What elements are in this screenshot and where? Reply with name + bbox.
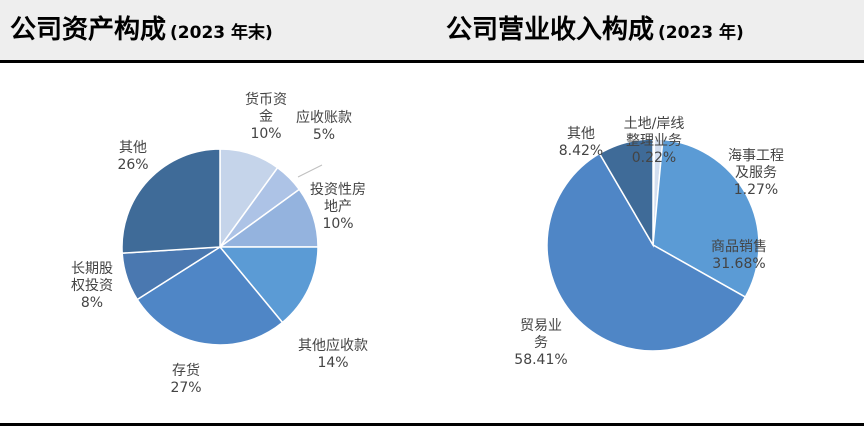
asset-leader-line-0 <box>297 164 323 178</box>
asset-composition-pie: 货币资金 10% 应收账款 5% 投资性房地产 10% 其他应收款 14% 存货 27% 长期股权投… <box>71 91 368 396</box>
asset-slice-4 <box>136 246 284 346</box>
left-chart-subtitle: (2023 年末) <box>170 23 273 43</box>
asset-label-1: 应收账款 5% <box>296 109 352 143</box>
revenue-label-4: 其他 8.42% <box>559 126 603 159</box>
asset-slice-6 <box>121 148 221 254</box>
left-chart-title: 公司资产构成 (2023 年末) <box>10 14 273 49</box>
revenue-slice-4 <box>598 138 654 248</box>
right-chart-subtitle: (2023 年) <box>658 23 744 43</box>
asset-label-6: 其他 26% <box>117 140 148 173</box>
right-chart-title-text: 公司营业收入构成 <box>446 15 655 45</box>
revenue-slice-2 <box>652 138 760 299</box>
left-chart-title-text: 公司资产构成 <box>10 15 167 45</box>
top-divider <box>0 60 864 63</box>
asset-label-0: 货币资金 10% <box>245 91 287 142</box>
asset-label-3: 其他应收款 14% <box>298 337 368 371</box>
asset-label-4: 存货 27% <box>170 362 201 396</box>
right-chart-title: 公司营业收入构成 (2023 年) <box>446 14 744 49</box>
revenue-composition-pie: 土地/岸线整理业务 0.22% 海事工程及服务 1.27% 商品销售 31.68% 贸易业务… <box>514 116 784 368</box>
revenue-slice-3 <box>546 152 747 352</box>
revenue-label-0: 土地/岸线整理业务 0.22% <box>624 116 685 166</box>
asset-label-5: 长期股权投资 8% <box>71 261 113 311</box>
revenue-label-1: 海事工程及服务 1.27% <box>728 148 784 198</box>
bottom-divider <box>0 423 864 426</box>
revenue-label-3: 贸易业务 58.41% <box>514 318 567 368</box>
revenue-label-2: 商品销售 31.68% <box>711 239 767 272</box>
asset-label-2: 投资性房地产 10% <box>310 182 366 232</box>
pie-charts: 货币资金 10% 应收账款 5% 投资性房地产 10% 其他应收款 14% 存货 27% 长期股权投… <box>71 91 784 396</box>
asset-slice-3 <box>218 246 319 324</box>
header-bar <box>0 0 864 60</box>
